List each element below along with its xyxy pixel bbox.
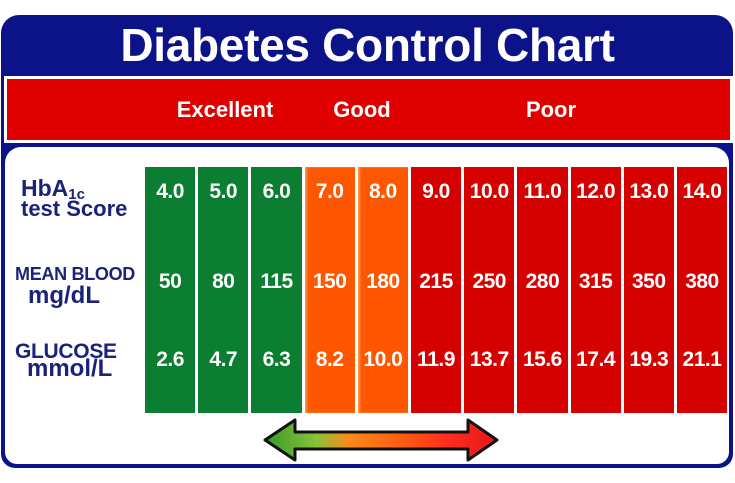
hba1c-value: 4.0 bbox=[156, 180, 184, 203]
chart-title: Diabetes Control Chart bbox=[120, 19, 615, 71]
hba1c-value: 7.0 bbox=[315, 180, 344, 203]
column-hba1c-5: 5.0 80 4.7 bbox=[198, 167, 249, 413]
mgdl-value: 150 bbox=[312, 270, 347, 293]
mean-blood-label: MEAN BLOOD bbox=[15, 264, 135, 284]
mgdl-value: 215 bbox=[419, 270, 453, 293]
column-hba1c-12: 12.0 315 17.4 bbox=[570, 167, 621, 413]
hba1c-value: 8.0 bbox=[368, 180, 397, 203]
hba1c-value: 12.0 bbox=[576, 180, 616, 203]
column-hba1c-7: 7.0 150 8.2 bbox=[304, 167, 355, 413]
column-hba1c-13: 13.0 350 19.3 bbox=[623, 167, 674, 413]
column-hba1c-8: 8.0 180 10.0 bbox=[357, 167, 408, 413]
hba1c-subscript: 1c bbox=[68, 186, 85, 203]
mmol-value: 4.7 bbox=[209, 348, 238, 371]
mgdl-value: 350 bbox=[632, 270, 666, 293]
rating-labels: Excellent Good Poor bbox=[0, 79, 735, 140]
mmol-value: 15.6 bbox=[522, 348, 562, 371]
column-hba1c-9: 9.0 215 11.9 bbox=[410, 167, 462, 413]
rating-band bbox=[4, 76, 733, 143]
column-hba1c-11: 11.0 280 15.6 bbox=[517, 167, 568, 413]
mgdl-value: 380 bbox=[685, 270, 719, 293]
hba1c-label: HbA1c bbox=[21, 175, 85, 203]
column-hba1c-10: 10.0 250 13.7 bbox=[464, 167, 515, 413]
column-hba1c-14: 14.0 380 21.1 bbox=[676, 167, 728, 413]
mgdl-value: 180 bbox=[366, 270, 400, 293]
mmol-value: 21.1 bbox=[682, 348, 722, 371]
mmol-value: 19.3 bbox=[629, 348, 669, 371]
rating-poor: Poor bbox=[525, 97, 577, 122]
mmol-value: 8.2 bbox=[315, 348, 344, 371]
mgdl-value: 250 bbox=[472, 270, 506, 293]
mgdl-value: 50 bbox=[158, 270, 182, 293]
hba1c-value: 5.0 bbox=[209, 180, 238, 203]
hba1c-value: 6.0 bbox=[262, 180, 291, 203]
rating-good: Good bbox=[333, 97, 391, 122]
hba1c-value: 10.0 bbox=[469, 180, 509, 203]
mmol-value: 6.3 bbox=[262, 348, 291, 371]
mmol-value: 2.6 bbox=[156, 348, 184, 371]
mmol-value: 10.0 bbox=[363, 348, 403, 371]
column-hba1c-4: 4.0 50 2.6 bbox=[145, 167, 196, 413]
column-hba1c-6: 6.0 115 6.3 bbox=[251, 167, 302, 413]
double-arrow-icon bbox=[263, 418, 499, 462]
glucose-label: GLUCOSE bbox=[15, 340, 117, 363]
hba1c-value: 9.0 bbox=[422, 180, 450, 203]
hba1c-value: 14.0 bbox=[682, 180, 722, 203]
data-columns: 4.0 50 2.6 5.0 80 4.7 6.0 115 6.3 7.0 15… bbox=[145, 167, 728, 413]
mmol-value: 13.7 bbox=[469, 348, 509, 371]
hba1c-value: 11.0 bbox=[523, 180, 562, 203]
hba1c-main: HbA bbox=[21, 175, 69, 201]
mgdl-value: 280 bbox=[525, 270, 560, 293]
hba1c-value: 13.0 bbox=[629, 180, 669, 203]
mgdl-label: mg/dL bbox=[28, 282, 100, 309]
mmoll-label: mmol/L bbox=[27, 355, 113, 382]
mmol-value: 17.4 bbox=[576, 348, 616, 371]
rating-excellent: Excellent bbox=[176, 97, 274, 122]
mgdl-value: 315 bbox=[578, 270, 613, 293]
mgdl-value: 80 bbox=[212, 270, 235, 293]
mmol-value: 11.9 bbox=[417, 348, 455, 371]
test-score-label: test Score bbox=[21, 196, 128, 221]
mgdl-value: 115 bbox=[260, 270, 293, 293]
